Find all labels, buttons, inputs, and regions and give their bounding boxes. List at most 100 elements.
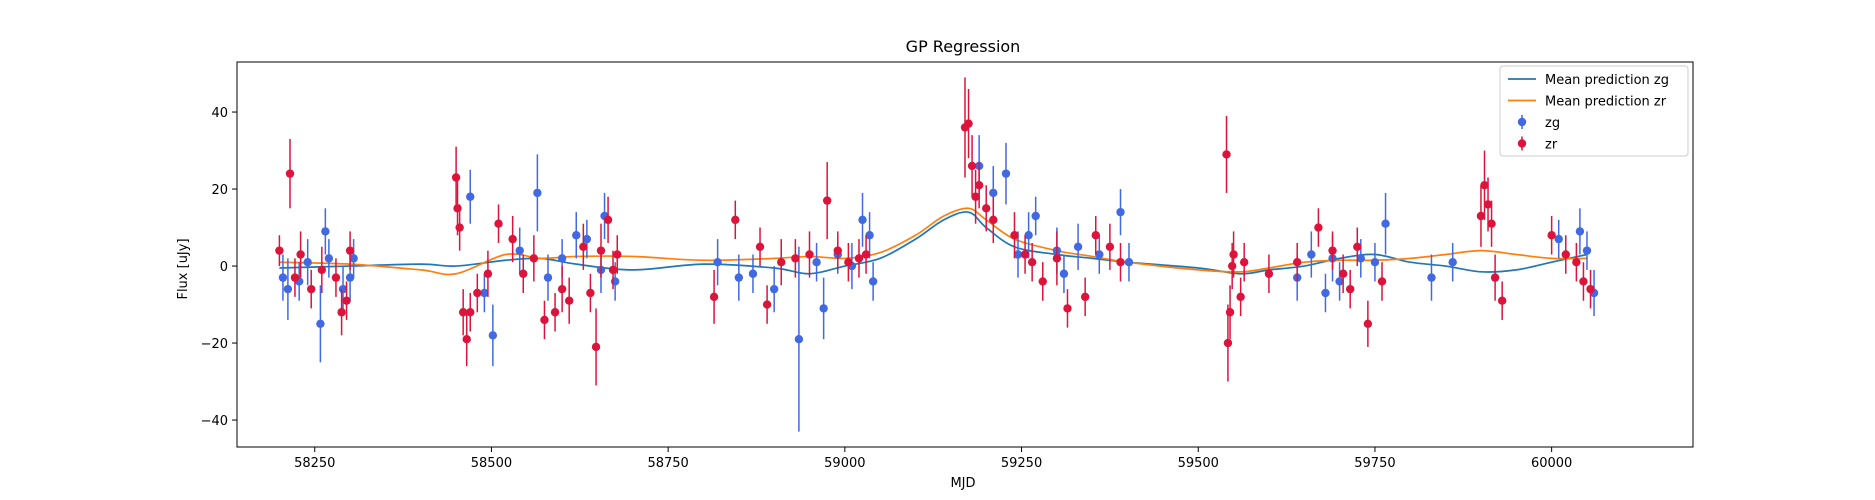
data-point-zr	[1228, 262, 1236, 270]
data-point-zr	[805, 250, 813, 258]
data-point-zr	[777, 258, 785, 266]
data-point-zr	[597, 246, 605, 254]
y-tick-label: 40	[211, 106, 228, 121]
data-point-zg	[466, 193, 474, 201]
data-point-zg	[1002, 169, 1010, 177]
data-point-zg	[989, 189, 997, 197]
data-point-zr	[844, 258, 852, 266]
data-point-zr	[342, 297, 350, 305]
data-point-zg	[1583, 246, 1591, 254]
data-point-zr	[1222, 150, 1230, 158]
data-point-zr	[763, 300, 771, 308]
data-point-zr	[307, 285, 315, 293]
data-point-zr	[275, 246, 283, 254]
data-point-zr	[834, 246, 842, 254]
data-point-zr	[1328, 246, 1336, 254]
data-point-zr	[710, 293, 718, 301]
data-point-zr	[1240, 258, 1248, 266]
data-point-zr	[466, 308, 474, 316]
data-point-zr	[609, 266, 617, 274]
legend-marker-swatch	[1518, 139, 1526, 147]
y-tick-label: −20	[201, 337, 228, 352]
data-point-zr	[519, 270, 527, 278]
data-point-zr	[862, 250, 870, 258]
data-point-zg	[1555, 235, 1563, 243]
data-point-zr	[1498, 297, 1506, 305]
data-point-zr	[1339, 270, 1347, 278]
data-point-zg	[1116, 208, 1124, 216]
data-point-zg	[279, 273, 287, 281]
data-point-zg	[544, 273, 552, 281]
plot-data	[275, 77, 1598, 431]
legend-label: zg	[1545, 116, 1560, 131]
data-point-zr	[1487, 220, 1495, 228]
data-point-zr	[1579, 277, 1587, 285]
data-point-zg	[869, 277, 877, 285]
data-point-zr	[975, 181, 983, 189]
data-point-zg	[735, 273, 743, 281]
data-point-zr	[494, 220, 502, 228]
data-point-zr	[791, 254, 799, 262]
data-point-zr	[1106, 243, 1114, 251]
data-point-zg	[284, 285, 292, 293]
y-tick-label: −40	[201, 414, 228, 429]
data-point-zr	[1028, 258, 1036, 266]
data-point-zg	[489, 331, 497, 339]
data-point-zg	[516, 246, 524, 254]
data-point-zr	[823, 196, 831, 204]
data-point-zr	[1572, 258, 1580, 266]
data-point-zr	[452, 173, 460, 181]
data-point-zr	[296, 250, 304, 258]
data-point-zr	[565, 297, 573, 305]
legend: Mean prediction zgMean prediction zrzgzr	[1500, 66, 1688, 156]
x-tick-label: 58500	[471, 456, 512, 471]
data-point-zr	[1293, 258, 1301, 266]
data-point-zr	[1364, 320, 1372, 328]
data-point-zr	[473, 289, 481, 297]
data-point-zr	[613, 250, 621, 258]
data-point-zr	[1226, 308, 1234, 316]
data-point-zr	[540, 316, 548, 324]
data-point-zr	[1116, 258, 1124, 266]
legend-label: Mean prediction zr	[1545, 95, 1667, 110]
data-point-zg	[1307, 250, 1315, 258]
data-point-zr	[1224, 339, 1232, 347]
data-point-zg	[325, 254, 333, 262]
data-point-zg	[1381, 220, 1389, 228]
data-point-zr	[1053, 254, 1061, 262]
data-point-zr	[346, 246, 354, 254]
x-tick-label: 59250	[1001, 456, 1042, 471]
data-point-zr	[1547, 231, 1555, 239]
data-point-zg	[795, 335, 803, 343]
data-point-zr	[530, 254, 538, 262]
data-point-zr	[1229, 250, 1237, 258]
data-point-zg	[1031, 212, 1039, 220]
x-tick-label: 59500	[1178, 456, 1219, 471]
data-point-zg	[1060, 270, 1068, 278]
data-point-zg	[812, 258, 820, 266]
x-tick-label: 60000	[1531, 456, 1572, 471]
data-point-zg	[819, 304, 827, 312]
data-point-zr	[1491, 273, 1499, 281]
data-point-zg	[1576, 227, 1584, 235]
data-point-zr	[1021, 250, 1029, 258]
data-point-zg	[713, 258, 721, 266]
data-point-zg	[321, 227, 329, 235]
data-point-zr	[586, 289, 594, 297]
data-point-zr	[332, 273, 340, 281]
data-point-zr	[1236, 293, 1244, 301]
data-point-zr	[286, 169, 294, 177]
legend-label: Mean prediction zg	[1545, 73, 1669, 88]
data-point-zr	[756, 243, 764, 251]
data-point-zg	[1427, 273, 1435, 281]
data-point-zr	[982, 204, 990, 212]
y-tick-label: 0	[220, 260, 228, 275]
data-point-zg	[1371, 258, 1379, 266]
data-point-zr	[558, 285, 566, 293]
data-point-zg	[1125, 258, 1133, 266]
data-point-zr	[337, 308, 345, 316]
data-point-zg	[858, 216, 866, 224]
data-point-zg	[303, 258, 311, 266]
plot-area: 58250 58500 58750 59000 59250 59500 59750 60000…	[201, 62, 1693, 471]
data-point-zg	[749, 270, 757, 278]
